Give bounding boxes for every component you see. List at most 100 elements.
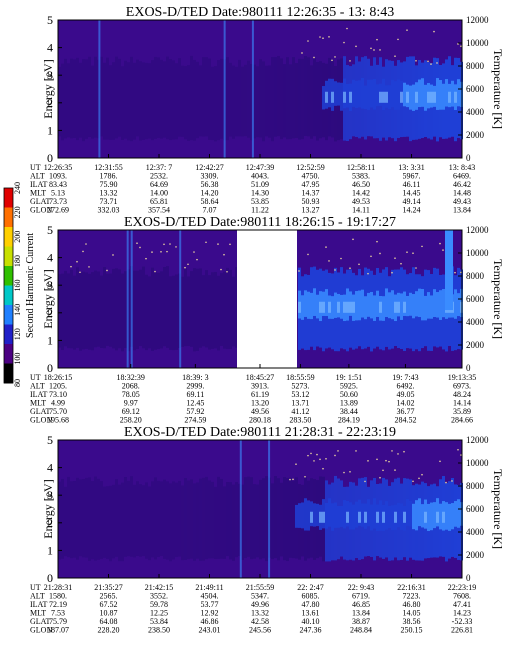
spectrum-column bbox=[307, 274, 310, 350]
temperature-point bbox=[400, 262, 402, 265]
temperature-point bbox=[298, 270, 300, 272]
orbit-value: 12:52:59 bbox=[296, 163, 324, 172]
spectrum-column bbox=[454, 57, 457, 142]
spectrum-column bbox=[430, 63, 433, 140]
spectrum-column bbox=[361, 477, 364, 560]
spectrum-column bbox=[454, 275, 457, 351]
y2-tick-label: 2000 bbox=[466, 550, 485, 560]
orbit-value: 21:35:27 bbox=[94, 583, 122, 592]
spectrum-column bbox=[352, 272, 355, 350]
spectrum-column bbox=[280, 482, 283, 557]
spectrum-column bbox=[88, 477, 91, 561]
orbit-value: 18:45:27 bbox=[246, 373, 274, 382]
spectrum-column bbox=[412, 485, 415, 560]
orbit-row-label: UT bbox=[30, 583, 41, 592]
spectrum-column bbox=[349, 66, 352, 140]
spectrum-column bbox=[217, 60, 220, 141]
orbit-value: 12.25 bbox=[150, 609, 168, 618]
spectrum-column bbox=[157, 57, 160, 138]
spectrum-column bbox=[199, 65, 202, 137]
y2-axis-label: Temperature [K] bbox=[491, 259, 505, 339]
temperature-point bbox=[457, 448, 459, 451]
spectrum-column bbox=[316, 269, 319, 347]
spectrum-column bbox=[181, 485, 184, 561]
spectrum-column bbox=[85, 59, 88, 139]
spectrum-column bbox=[316, 480, 319, 559]
spectrum-column bbox=[220, 273, 223, 346]
spectrum-column bbox=[304, 56, 307, 136]
spectrum-column bbox=[403, 269, 406, 351]
y-tick-label: 2 bbox=[47, 306, 53, 320]
temperature-point bbox=[415, 60, 417, 62]
y-tick-label: 4 bbox=[47, 461, 53, 475]
spectrum-column bbox=[415, 483, 418, 561]
spectrum-column bbox=[148, 486, 151, 561]
spectrum-column bbox=[391, 60, 394, 139]
orbit-value: 7608. bbox=[453, 592, 471, 601]
spectrum-column bbox=[346, 269, 349, 352]
spectrum-column bbox=[394, 478, 397, 558]
spectrum-column bbox=[430, 274, 433, 351]
spectrum-column bbox=[364, 267, 367, 349]
temperature-point bbox=[376, 38, 378, 41]
orbit-value: 6492. bbox=[396, 382, 414, 391]
spectrum-column bbox=[451, 65, 454, 137]
temperature-point bbox=[412, 480, 414, 483]
spectrum-column bbox=[127, 480, 130, 557]
spectrum-column bbox=[349, 269, 352, 348]
spectrum-column bbox=[370, 480, 373, 557]
spectrum-column bbox=[64, 270, 67, 347]
orbit-value: 13.32 bbox=[251, 609, 269, 618]
spectrum-column bbox=[406, 478, 409, 561]
colorbar-tick-label: 240 bbox=[13, 182, 22, 194]
orbit-value: 38.44 bbox=[340, 407, 358, 416]
y-tick-label: 2 bbox=[47, 516, 53, 530]
spectrum-column bbox=[253, 484, 256, 559]
spectrum-column bbox=[445, 230, 453, 311]
y-tick-label: 1 bbox=[47, 123, 53, 137]
spectrum-column bbox=[166, 56, 169, 140]
spectrum-column bbox=[286, 477, 289, 562]
orbit-value: 5347. bbox=[251, 592, 269, 601]
spectrum-column bbox=[280, 58, 283, 140]
spectrum-column bbox=[442, 63, 445, 139]
temperature-point bbox=[325, 246, 327, 248]
orbit-value: 1786. bbox=[100, 172, 118, 181]
spectrum-column bbox=[346, 65, 349, 142]
temperature-point bbox=[355, 45, 357, 48]
spectrum-column bbox=[349, 481, 352, 560]
spectrum-column bbox=[100, 56, 103, 137]
orbit-value: 46.85 bbox=[352, 600, 370, 609]
spectrum-column bbox=[262, 478, 265, 559]
orbit-value: 274.59 bbox=[184, 416, 206, 425]
spectrum-column bbox=[292, 57, 295, 139]
y-tick-label: 1 bbox=[47, 333, 53, 347]
spectrum-column bbox=[139, 61, 142, 141]
orbit-value: 284.19 bbox=[338, 416, 360, 425]
orbit-value: 13.84 bbox=[352, 609, 370, 618]
orbit-value: 18:32:39 bbox=[116, 373, 144, 382]
orbit-row-label: ALT bbox=[30, 592, 45, 601]
spectrum-column bbox=[271, 57, 274, 142]
temperature-point bbox=[331, 59, 333, 62]
orbit-value: 14.00 bbox=[150, 189, 168, 198]
bright-streak bbox=[130, 230, 133, 368]
orbit-value: 47.80 bbox=[302, 600, 320, 609]
spectrum-column bbox=[358, 268, 361, 347]
spectrum-column bbox=[208, 480, 211, 559]
spectrum-column bbox=[382, 66, 385, 138]
spectrum-column bbox=[301, 58, 304, 140]
spectrum-column bbox=[400, 483, 403, 560]
temperature-point bbox=[454, 271, 456, 274]
spectrum-column bbox=[397, 60, 400, 138]
spectrum-column bbox=[409, 479, 412, 558]
orbit-value: 53.12 bbox=[291, 390, 309, 399]
orbit-value: 46.86 bbox=[201, 617, 219, 626]
spectrum-column bbox=[367, 268, 370, 347]
panel-title: EXOS-D/TED Date:980111 21:28:31 - 22:23:… bbox=[124, 425, 396, 440]
spectrum-column bbox=[166, 266, 169, 348]
spectrum-column bbox=[61, 63, 64, 141]
temperature-point bbox=[76, 260, 78, 263]
spectrum-column bbox=[433, 57, 436, 137]
